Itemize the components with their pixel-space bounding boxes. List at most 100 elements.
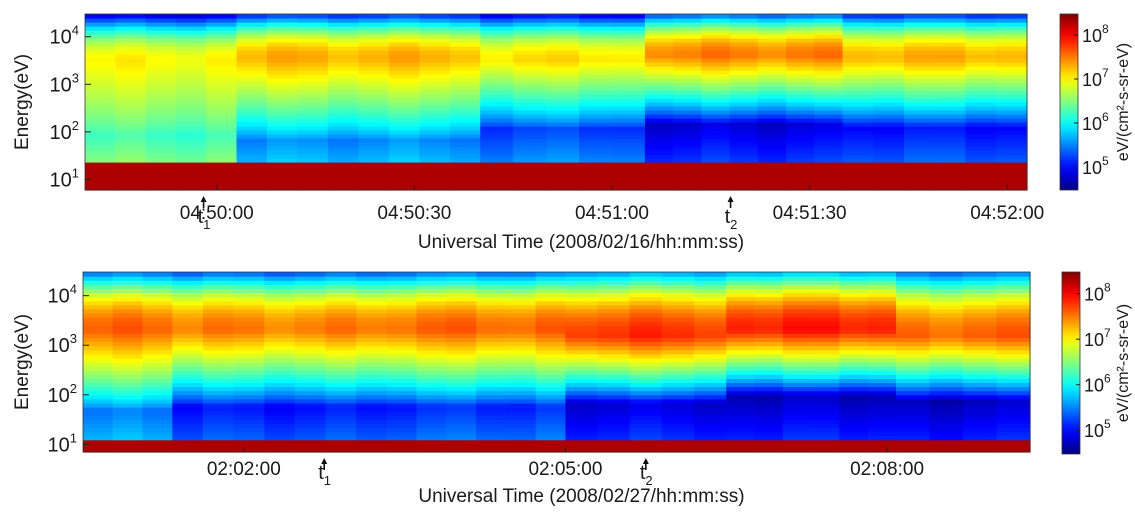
heatmap-cell bbox=[963, 390, 998, 396]
heatmap-cell bbox=[206, 66, 238, 71]
heatmap-cell bbox=[782, 378, 812, 384]
heatmap-cell bbox=[904, 114, 936, 119]
heatmap-cell bbox=[388, 34, 420, 39]
heatmap-cell bbox=[565, 280, 599, 285]
heatmap-cell bbox=[726, 317, 756, 322]
heatmap-cell bbox=[356, 276, 388, 281]
heatmap-cell bbox=[929, 296, 964, 302]
heatmap-cell bbox=[694, 300, 727, 306]
heatmap-cell bbox=[297, 14, 329, 19]
heatmap-cell bbox=[873, 150, 905, 155]
heatmap-cell bbox=[513, 150, 547, 155]
heatmap-cell bbox=[358, 70, 390, 75]
heatmap-cell bbox=[233, 341, 265, 347]
heatmap-cell bbox=[388, 62, 420, 67]
heatmap-cell bbox=[505, 415, 537, 420]
heatmap-cell bbox=[325, 284, 357, 289]
heatmap-cell bbox=[929, 366, 964, 371]
heatmap-cell bbox=[867, 374, 897, 379]
heatmap-cell bbox=[673, 34, 702, 39]
heatmap-cell bbox=[782, 292, 812, 298]
heatmap-cell bbox=[814, 18, 844, 23]
heatmap-cell bbox=[145, 50, 177, 55]
heatmap-cell bbox=[782, 390, 812, 396]
heatmap-cell bbox=[446, 329, 477, 334]
heatmap-cell bbox=[629, 345, 663, 351]
heatmap-cell bbox=[867, 272, 897, 277]
heatmap-cell bbox=[839, 284, 869, 289]
heatmap-cell bbox=[996, 146, 1028, 151]
heatmap-cell bbox=[206, 38, 238, 43]
heatmap-cell bbox=[236, 170, 268, 175]
heatmap-cell bbox=[694, 337, 727, 343]
heatmap-cell bbox=[325, 402, 357, 408]
heatmap-cell bbox=[729, 174, 759, 179]
x-tick-label: 02:08:00 bbox=[850, 459, 924, 480]
heatmap-cell bbox=[175, 166, 207, 171]
heatmap-cell bbox=[814, 74, 844, 79]
heatmap-cell bbox=[294, 312, 327, 318]
heatmap-cell bbox=[236, 122, 268, 127]
heatmap-cell bbox=[754, 341, 784, 347]
heatmap-cell bbox=[757, 58, 787, 63]
heatmap-cell bbox=[597, 427, 631, 433]
heatmap-cell bbox=[565, 329, 599, 334]
heatmap-cell bbox=[996, 300, 1031, 306]
heatmap-cell bbox=[172, 423, 204, 429]
heatmap-cell bbox=[565, 341, 599, 347]
heatmap-cell bbox=[202, 411, 235, 416]
heatmap-cell bbox=[325, 370, 357, 375]
heatmap-cell bbox=[535, 341, 567, 347]
heatmap-cell bbox=[356, 423, 388, 429]
heatmap-cell bbox=[505, 353, 537, 359]
heatmap-cell bbox=[419, 42, 451, 47]
heatmap-cell bbox=[85, 30, 116, 35]
y-tick-label: 101 bbox=[48, 430, 77, 456]
heatmap-cell bbox=[325, 272, 357, 277]
heatmap-cell bbox=[175, 122, 207, 127]
heatmap-cell bbox=[565, 362, 599, 367]
heatmap-cell bbox=[611, 26, 646, 31]
heatmap-cell bbox=[782, 353, 812, 359]
heatmap-cell bbox=[839, 370, 869, 375]
heatmap-cell bbox=[786, 158, 815, 163]
heatmap-cell bbox=[611, 130, 646, 135]
heatmap-cell bbox=[206, 34, 238, 39]
heatmap-cell bbox=[873, 62, 905, 67]
heatmap-cell bbox=[934, 134, 967, 139]
heatmap-cell bbox=[934, 18, 967, 23]
heatmap-cell bbox=[388, 66, 420, 71]
heatmap-cell bbox=[294, 382, 327, 388]
heatmap-cell bbox=[694, 288, 727, 294]
heatmap-cell bbox=[112, 321, 144, 326]
heatmap-cell bbox=[535, 296, 567, 302]
heatmap-cell bbox=[480, 98, 514, 103]
heatmap-cell bbox=[145, 14, 177, 19]
heatmap-cell bbox=[356, 407, 388, 412]
x-tick-label: 04:52:00 bbox=[970, 203, 1044, 224]
heatmap-cell bbox=[505, 374, 537, 379]
heatmap-cell bbox=[814, 122, 844, 127]
heatmap-cell bbox=[579, 58, 613, 63]
heatmap-cell bbox=[839, 407, 869, 412]
heatmap-cell bbox=[814, 110, 844, 115]
heatmap-cell bbox=[145, 22, 177, 27]
heatmap-cell bbox=[754, 411, 784, 416]
heatmap-cell bbox=[694, 292, 727, 298]
heatmap-cell bbox=[963, 435, 998, 441]
heatmap-cell bbox=[112, 300, 144, 306]
heatmap-cell bbox=[480, 130, 514, 135]
heatmap-cell bbox=[386, 312, 418, 318]
heatmap-cell bbox=[996, 138, 1028, 143]
heatmap-cell bbox=[449, 166, 481, 171]
heatmap-cell bbox=[597, 341, 631, 347]
heatmap-cell bbox=[873, 102, 905, 107]
heatmap-cell bbox=[386, 357, 418, 363]
heatmap-cell bbox=[358, 26, 390, 31]
heatmap-cell bbox=[535, 447, 567, 453]
heatmap-cell bbox=[965, 98, 997, 103]
heatmap-cell bbox=[644, 62, 674, 67]
heatmap-cell bbox=[895, 349, 931, 355]
heatmap-cell bbox=[644, 70, 674, 75]
colorbar-tick-label: 108 bbox=[1082, 22, 1109, 46]
